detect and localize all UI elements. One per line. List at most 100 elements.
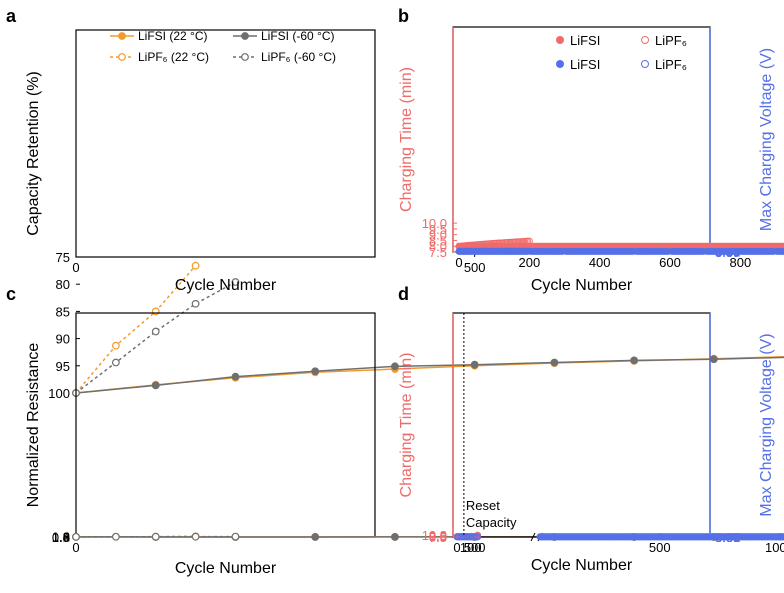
data-point [111, 358, 120, 367]
legend-label: LiPF₆ (22 °C) [138, 50, 209, 64]
panel-b-ylabel-right: Max Charging Voltage (V) [758, 48, 775, 231]
panel-d-yl-tick-label: 10.0 [422, 528, 447, 543]
panel-a-x-tick-label: 500 [464, 260, 486, 275]
data-point [525, 237, 533, 245]
data-point [191, 532, 200, 541]
series-line [75, 281, 236, 394]
axis-break-mark [530, 532, 536, 542]
panel-c-y-tick-label: 0.8 [52, 530, 70, 545]
panel-a-xlabel: Cycle Number [175, 277, 277, 294]
panel-b-xlabel: Cycle Number [531, 277, 633, 294]
panel-a-y-tick-label: 80 [56, 277, 70, 292]
legend-label: LiFSI [570, 33, 600, 48]
panel-c-ylabel: Normalized Resistance [25, 343, 42, 508]
panel-a-y-tick-label: 90 [56, 332, 70, 347]
data-point [231, 532, 240, 541]
legend-swatch-marker [641, 60, 649, 68]
annotation-text: Reset [466, 498, 500, 513]
data-point [311, 367, 320, 376]
legend-swatch-marker [556, 36, 564, 44]
data-point [111, 532, 120, 541]
panel-b-yl-tick-label: 8.0 [429, 239, 447, 254]
data-point [151, 532, 160, 541]
data-point [111, 341, 120, 350]
panel-a-y-tick-label: 95 [56, 359, 70, 374]
legend-label: LiPF₆ (-60 °C) [261, 50, 336, 64]
panel-c-y-tick-label: 1.4 [52, 530, 70, 545]
series-line [75, 265, 197, 394]
legend-swatch-marker [118, 32, 126, 40]
panel-b-ylabel-left: Charging Time (min) [398, 67, 415, 212]
panel-b-x-tick-label: 600 [659, 255, 681, 270]
panel-c-xlabel: Cycle Number [175, 560, 277, 577]
panel-b-yl-tick-label: 8.5 [429, 233, 447, 248]
panel-d-x-tick-label: 500 [649, 540, 671, 555]
panel-d-x-tick-label: 100 [460, 540, 482, 555]
data-point [474, 533, 482, 541]
data-point [231, 278, 240, 286]
data-point [231, 372, 240, 381]
panel-d-xlabel: Cycle Number [531, 557, 633, 574]
panel-c-y-tick-label: 1.2 [52, 530, 70, 545]
legend-label: LiFSI (-60 °C) [261, 29, 334, 43]
panel-a-frame [75, 29, 376, 258]
panel-c-y-tick-label: 1.6 [52, 529, 70, 544]
panel-d-yl-tick-label: 8.5 [429, 529, 447, 544]
panel-b-yl-tick-label: 7.5 [429, 245, 447, 260]
panel-a-x-tick-label: 0 [72, 260, 79, 275]
data-point [630, 356, 639, 365]
panel-a-y-tick-label: 100 [48, 386, 70, 401]
panel-c-y-tick-label: 1.0 [52, 530, 70, 545]
panel-b-x-tick-label: 200 [518, 255, 540, 270]
panel-letter: b [398, 6, 409, 26]
panel-b-yl-tick-label: 9.0 [429, 228, 447, 243]
panel-c-y-tick-label: 1.8 [52, 529, 70, 544]
panel-d-yl-tick-label: 9.0 [429, 529, 447, 544]
data-point [525, 247, 533, 255]
panel-d-x-tick-label: 0 [453, 540, 460, 555]
legend-swatch-marker [118, 53, 126, 61]
legend-swatch-marker [641, 36, 649, 44]
data-point [72, 532, 80, 541]
panel-letter: a [6, 6, 17, 26]
panel-c-x-tick-label: 0 [72, 540, 79, 555]
data-point [191, 299, 200, 308]
panel-c-frame [75, 312, 376, 538]
series-line [75, 356, 784, 394]
legend-label: LiPF₆ [655, 33, 687, 48]
annotation-text: Capacity [466, 515, 517, 530]
panel-d-ylabel-right: Max Charging Voltage (V) [758, 333, 775, 516]
panel-d-ylabel-left: Charging Time (min) [398, 353, 415, 498]
panel-a-y-tick-label: 75 [56, 250, 70, 265]
legend-label: LiFSI (22 °C) [138, 29, 207, 43]
panel-b-yl-tick-label: 10.0 [422, 216, 447, 231]
panel-b-yl-tick-label: 9.5 [429, 222, 447, 237]
panel-a-ylabel: Capacity Retention (%) [25, 71, 42, 236]
data-point [151, 327, 160, 336]
panel-d-x-tick-label: 1000 [765, 540, 784, 555]
data-point [550, 358, 559, 367]
legend-swatch-marker [241, 53, 249, 61]
series-line [75, 356, 784, 394]
legend-label: LiPF₆ [655, 57, 687, 72]
panel-d-yl-tick-label: 7.5 [429, 530, 447, 545]
panel-letter: d [398, 284, 409, 304]
data-point [151, 381, 160, 390]
data-point [191, 261, 200, 270]
panel-d-yl-tick-label: 8.0 [429, 530, 447, 545]
panel-d-yl-tick-label: 9.5 [429, 529, 447, 544]
panel-b-x-tick-label: 800 [730, 255, 752, 270]
data-point [709, 355, 718, 364]
data-point [311, 533, 320, 541]
data-point [391, 362, 399, 371]
legend-swatch-marker [241, 32, 249, 40]
panel-c-x-tick-label: 500 [464, 540, 486, 555]
panel-b-x-tick-label: 0 [455, 255, 462, 270]
data-point [391, 533, 399, 541]
panel-letter: c [6, 284, 16, 304]
data-point [151, 307, 160, 316]
legend-swatch-marker [556, 60, 564, 68]
data-point [470, 360, 479, 369]
legend-label: LiFSI [570, 57, 600, 72]
